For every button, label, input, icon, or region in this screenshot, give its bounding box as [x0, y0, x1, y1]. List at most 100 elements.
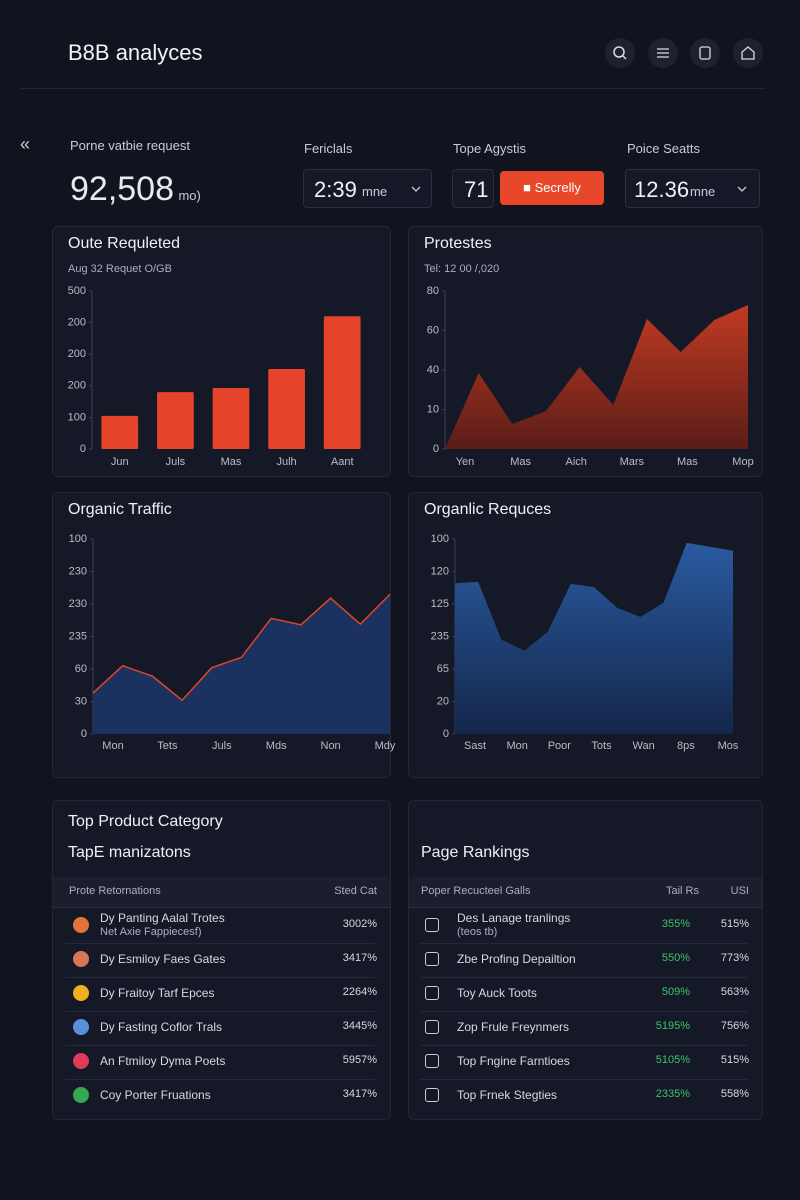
row-name: Zbe Profing Depailtion [457, 952, 576, 966]
row-icon [73, 1087, 89, 1103]
row-name: An Ftmiloy Dyma Poets [100, 1054, 226, 1068]
kpi-value: 71 [464, 177, 489, 202]
y-tick-label: 235 [69, 630, 87, 642]
home-icon[interactable] [733, 38, 763, 68]
table-subtitle: TapE manizatons [68, 844, 191, 861]
x-tick-label: Juls [212, 740, 232, 752]
kpi-unit: mne [362, 184, 388, 199]
x-tick-label: Mas [221, 456, 242, 468]
chart-subtitle: Aug 32 Requet O/GB [68, 263, 172, 275]
table-header: Sted Cat [334, 885, 377, 897]
row-value: 550% [661, 952, 690, 964]
y-tick-label: 20 [437, 695, 449, 707]
row-value: 355% [661, 918, 690, 930]
app-title: B8B analyces [68, 40, 203, 65]
row-value: 515% [720, 918, 749, 930]
y-tick-label: 100 [69, 533, 87, 545]
bar [268, 369, 305, 449]
x-tick-label: Aich [565, 456, 586, 468]
x-tick-label: Mas [677, 456, 698, 468]
table-title: Page Rankings [421, 844, 530, 861]
row-name: Des Lanage tranlings [457, 911, 571, 925]
y-tick-label: 100 [68, 411, 86, 423]
chart-title: Oute Requleted [68, 235, 181, 252]
y-tick-label: 500 [68, 285, 86, 297]
row-name: Dy Panting Aalal Trotes [100, 911, 225, 925]
x-tick-label: Mdy [375, 740, 396, 752]
action-button[interactable]: ■ Secrelly [500, 171, 604, 205]
line [92, 593, 391, 702]
row-icon [425, 1020, 439, 1034]
row-divider [65, 977, 375, 978]
x-tick-label: Non [321, 740, 341, 752]
x-tick-label: Wan [633, 740, 655, 752]
dropdown[interactable]: 2:39 mne [303, 169, 432, 208]
x-tick-label: Mars [620, 456, 645, 468]
kpi-label: Porne vatbie request [70, 138, 190, 153]
y-tick-label: 80 [427, 285, 439, 297]
x-tick-label: Aant [331, 456, 354, 468]
value-box: 71 [452, 169, 494, 208]
row-value: 3417% [342, 1088, 377, 1100]
row-icon [73, 985, 89, 1001]
row-icon [425, 986, 439, 1000]
y-tick-label: 230 [69, 598, 87, 610]
row-name: Coy Porter Fruations [100, 1088, 211, 1102]
chart-title: Organic Traffic [68, 501, 172, 518]
row-divider [421, 977, 747, 978]
menu-icon[interactable] [648, 38, 678, 68]
row-name: Top Fngine Farntioes [457, 1054, 570, 1068]
area [93, 594, 390, 734]
y-tick-label: 10 [427, 403, 439, 415]
table-header: Tail Rs [665, 885, 699, 897]
x-tick-label: Mon [506, 740, 527, 752]
x-tick-label: 8ps [677, 740, 695, 752]
bar [212, 388, 250, 449]
row-icon [73, 1019, 89, 1035]
table-header: Prote Retornations [69, 885, 161, 897]
row-divider [421, 1045, 747, 1046]
button-label: Secrelly [534, 180, 581, 195]
table-header: USI [730, 885, 749, 897]
area [445, 305, 748, 449]
table-card: Top Product Category TapE manizatons Prote… [52, 800, 391, 1120]
back-button[interactable]: « [20, 134, 31, 154]
y-tick-label: 60 [75, 663, 87, 675]
row-sub: Net Axie Fappiecesf) [100, 926, 202, 938]
kpi-value: 12.36 [634, 177, 690, 202]
row-icon [73, 1053, 89, 1069]
row-value: 2335% [655, 1088, 690, 1100]
y-tick-label: 0 [80, 443, 86, 455]
kpi-label: Fericlals [304, 141, 353, 156]
row-value: 756% [720, 1020, 749, 1032]
y-tick-label: 65 [437, 663, 449, 675]
row-name: Dy Esmiloy Faes Gates [100, 952, 226, 966]
doc-icon[interactable] [690, 38, 720, 68]
divider [20, 88, 765, 89]
x-tick-label: Mds [266, 740, 287, 752]
y-tick-label: 235 [431, 630, 449, 642]
row-divider [421, 943, 747, 944]
row-value: 3002% [342, 918, 377, 930]
x-tick-label: Juls [166, 456, 186, 468]
table-header-row [53, 877, 390, 908]
table-title: Top Product Category [68, 813, 223, 830]
y-tick-label: 30 [75, 695, 87, 707]
x-tick-label: Yen [456, 456, 475, 468]
row-name: Top Frnek Stegties [457, 1088, 558, 1102]
row-value: 5105% [655, 1054, 690, 1066]
row-value: 5957% [342, 1054, 377, 1066]
search-icon[interactable] [605, 38, 635, 68]
row-value: 563% [720, 986, 749, 998]
row-icon [73, 917, 89, 933]
row-divider [65, 1011, 375, 1012]
row-icon [73, 951, 89, 967]
x-tick-label: Mop [732, 456, 753, 468]
dropdown[interactable]: 12.36 mne [625, 169, 760, 208]
row-divider [65, 1045, 375, 1046]
table-header-row [409, 877, 762, 908]
y-tick-label: 120 [431, 565, 449, 577]
kpi-unit: mo) [178, 188, 201, 203]
area [455, 542, 733, 734]
